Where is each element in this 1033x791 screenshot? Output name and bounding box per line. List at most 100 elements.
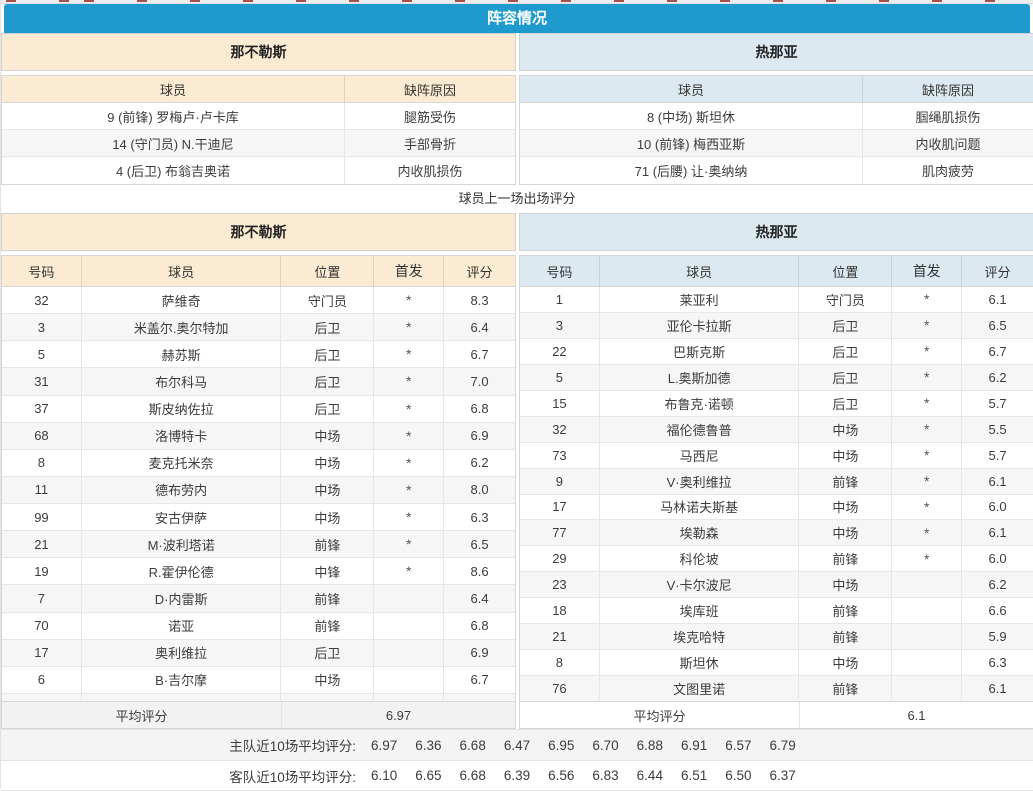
player-pos: 中锋 — [281, 558, 375, 585]
player-name: B·吉尔摩 — [82, 666, 282, 693]
player-starter — [892, 572, 963, 598]
col-player-header: 球员 — [82, 256, 282, 286]
player-name: 文图里诺 — [600, 676, 800, 701]
away-recent-label: 客队近10场平均评分: — [229, 769, 356, 785]
player-num: 8 — [2, 449, 82, 476]
absence-row: 9 (前锋) 罗梅卢·卢卡库 腿筋受伤 — [2, 103, 515, 130]
player-pos: 前锋 — [281, 585, 375, 612]
player-num: 32 — [520, 416, 600, 442]
player-rating: 6.1 — [988, 681, 1007, 697]
average-label: 平均评分 — [2, 702, 282, 728]
col-rating-header: 评分 — [466, 264, 493, 280]
player-starter: * — [374, 287, 445, 314]
player-row: 37 斯皮纳佐拉 后卫 * 6.8 — [2, 395, 515, 423]
recent-rating-value: 6.95 — [548, 737, 575, 753]
recent-rating-value: 6.36 — [415, 737, 442, 753]
player-name: 斯皮纳佐拉 — [82, 395, 282, 422]
player-starter: * — [892, 520, 963, 546]
away-recent-ratings-row: 客队近10场平均评分: 6.10 6.65 6.68 6.39 6.56 6.83 6.44… — [1, 760, 1033, 791]
away-ratings-team-header: 热那亚 — [519, 213, 1033, 251]
col-position-header: 位置 — [799, 256, 893, 286]
absent-player: 8 (中场) 斯坦休 — [520, 103, 863, 129]
away-average-row: 平均评分 6.1 — [519, 702, 1033, 729]
player-row: 77 埃勒森 中场 * 6.1 — [520, 520, 1033, 547]
col-starter-header: 首发 — [374, 256, 445, 286]
player-starter: * — [892, 338, 963, 364]
player-starter — [374, 693, 445, 701]
col-player-header: 球员 — [520, 76, 863, 102]
player-rating: 6.8 — [470, 618, 489, 634]
player-rating: 8.6 — [470, 563, 489, 579]
col-reason-header: 缺阵原因 — [921, 82, 974, 98]
player-row: 6 B·吉尔摩 中场 6.7 — [2, 666, 515, 694]
home-recent-ratings-row: 主队近10场平均评分: 6.97 6.36 6.68 6.47 6.95 6.70 6.88… — [1, 729, 1033, 760]
player-row: 9 V·奥利维拉 前锋 * 6.1 — [520, 468, 1033, 495]
player-num: 21 — [2, 531, 82, 558]
player-pos: 中场 — [281, 422, 375, 449]
player-starter: * — [892, 494, 963, 520]
player-rating: 6.2 — [988, 577, 1007, 593]
player-rating: 6.5 — [470, 536, 489, 552]
player-pos: 后卫 — [799, 312, 893, 338]
average-value: 6.97 — [385, 707, 412, 723]
player-name: 马林诺夫斯基 — [600, 494, 800, 520]
player-name: 米盖尔.奥尔特加 — [82, 314, 282, 341]
player-rating: 6.4 — [470, 590, 489, 606]
player-rating: 6.2 — [470, 455, 489, 471]
recent-rating-value: 6.65 — [415, 768, 442, 783]
player-name: 莱亚利 — [600, 287, 800, 312]
home-player-rows: 32 萨维奇 守门员 * 8.3 3 米盖尔.奥尔特加 后卫 * 6.4 5 赫苏斯 后卫 * 6.7 31 布… — [1, 287, 516, 702]
page-title: 阵容情况 — [4, 4, 1030, 33]
player-pos: 中场 — [281, 476, 375, 503]
player-row: 22 巴斯克斯 后卫 * 6.7 — [520, 338, 1033, 365]
home-ratings-team-header: 那不勒斯 — [1, 213, 516, 251]
absence-row: 8 (中场) 斯坦休 腘绳肌损伤 — [520, 103, 1033, 130]
player-rating: 6.1 — [988, 291, 1007, 307]
player-num: 17 — [2, 639, 82, 666]
absent-player: 14 (守门员) N.干迪尼 — [2, 130, 345, 156]
player-starter: * — [374, 395, 445, 422]
home-team-header: 那不勒斯 — [1, 33, 516, 71]
absent-player: 4 (后卫) 布翁吉奥诺 — [2, 157, 345, 184]
player-num: 68 — [2, 422, 82, 449]
player-rating: 6.4 — [470, 319, 489, 335]
player-rating: 6.8 — [470, 401, 489, 417]
player-row: 21 埃克哈特 前锋 5.9 — [520, 624, 1033, 651]
player-pos — [281, 693, 375, 701]
player-rating: 5.7 — [988, 447, 1007, 463]
recent-rating-value: 6.91 — [680, 737, 708, 753]
player-row: 29 科伦坡 前锋 * 6.0 — [520, 546, 1033, 573]
player-num: 23 — [520, 572, 600, 598]
player-rating: 7.0 — [470, 373, 489, 389]
player-name: 埃克哈特 — [600, 624, 800, 650]
player-num: 32 — [2, 287, 82, 314]
player-num: 3 — [520, 312, 600, 338]
player-pos: 后卫 — [281, 314, 375, 341]
col-number-header: 号码 — [520, 256, 600, 286]
absence-reason: 腘绳肌损伤 — [915, 109, 981, 125]
player-row: 1 莱亚利 守门员 * 6.1 — [520, 287, 1033, 313]
absence-row: 10 (前锋) 梅西亚斯 内收肌问题 — [520, 130, 1033, 157]
player-row: 21 M·波利塔诺 前锋 * 6.5 — [2, 531, 515, 559]
absence-reason: 手部骨折 — [403, 136, 456, 152]
player-starter: * — [892, 287, 963, 312]
player-num: 76 — [520, 676, 600, 701]
player-starter: * — [892, 364, 963, 390]
player-rating: 5.9 — [988, 629, 1007, 645]
player-starter: * — [892, 442, 963, 468]
player-row: 5 L.奥斯加德 后卫 * 6.2 — [520, 364, 1033, 391]
player-starter: * — [374, 368, 445, 395]
average-value: 6.1 — [907, 707, 926, 723]
player-num: 73 — [520, 442, 600, 468]
player-name: 福伦德鲁普 — [600, 416, 800, 442]
player-starter: * — [374, 504, 445, 531]
player-name: R.霍伊伦德 — [82, 558, 282, 585]
player-rating: 6.1 — [988, 473, 1007, 489]
col-position-header: 位置 — [281, 256, 375, 286]
player-num: 8 — [520, 650, 600, 676]
recent-rating-value: 6.83 — [592, 768, 619, 783]
player-pos: 中场 — [281, 666, 375, 693]
player-starter: * — [892, 390, 963, 416]
ratings-section: 那不勒斯 号码 球员 位置 首发 评分 32 萨维奇 守门员 * 8.3 3 米盖尔.奥尔特… — [1, 213, 1033, 729]
player-name: 亚伦卡拉斯 — [600, 312, 800, 338]
